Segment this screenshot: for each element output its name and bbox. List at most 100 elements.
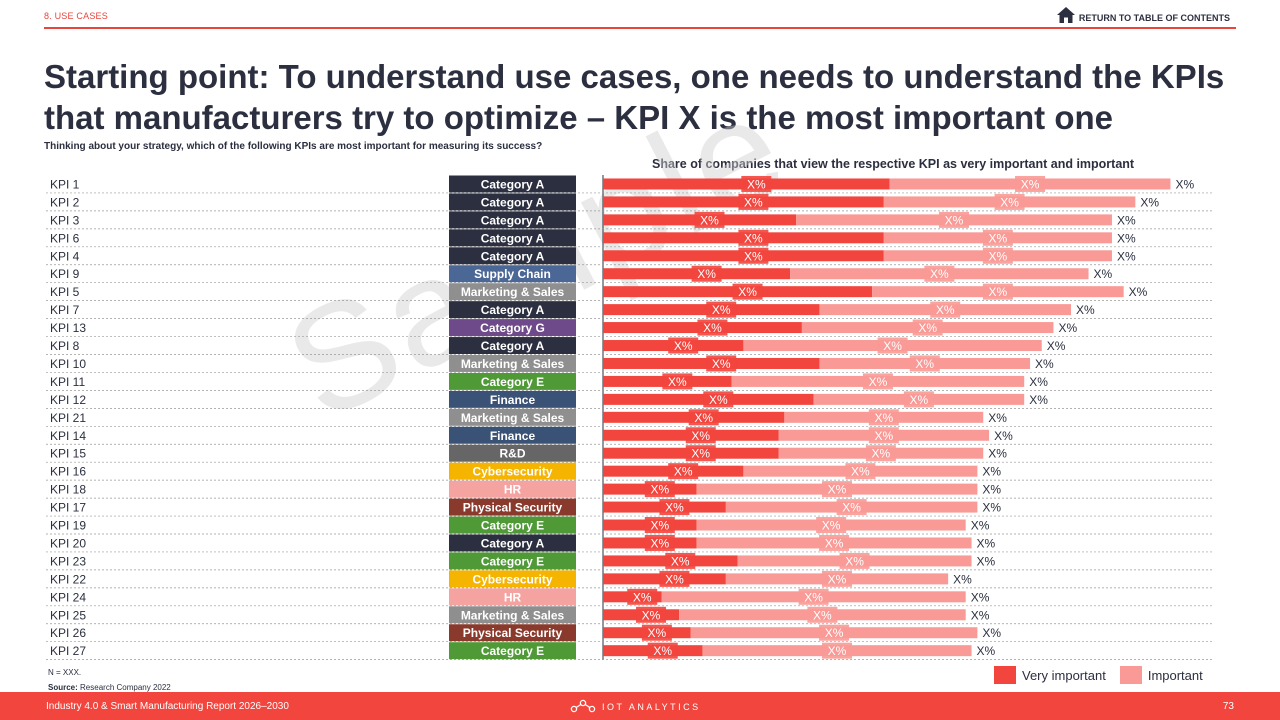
total-label: X% xyxy=(994,429,1013,443)
category-box xyxy=(449,588,576,606)
data-label-important: X% xyxy=(930,267,949,281)
data-label-very-important-bg xyxy=(732,283,763,300)
category-label: Category A xyxy=(481,249,545,263)
data-label-important-bg xyxy=(912,319,943,336)
data-label-very-important-bg xyxy=(703,391,734,408)
data-label-very-important-bg xyxy=(644,517,675,534)
data-label-very-important-bg xyxy=(685,445,716,462)
total-label: X% xyxy=(1029,393,1048,407)
page-title: Starting point: To understand use cases,… xyxy=(44,58,1225,136)
total-label: X% xyxy=(971,519,990,533)
data-label-important: X% xyxy=(804,590,823,604)
category-box xyxy=(449,516,576,534)
category-label: Category A xyxy=(481,195,545,209)
data-label-important: X% xyxy=(989,285,1008,299)
footer-brand-text: IOT ANALYTICS xyxy=(602,702,701,712)
data-label-important-bg xyxy=(939,211,969,228)
category-box xyxy=(449,570,576,588)
data-label-very-important-bg xyxy=(694,211,725,228)
kpi-label: KPI 26 xyxy=(50,626,86,640)
category-label: Category A xyxy=(481,536,545,550)
total-label: X% xyxy=(1094,267,1113,281)
total-label: X% xyxy=(982,626,1001,640)
kpi-label: KPI 24 xyxy=(50,590,86,604)
home-icon xyxy=(1056,7,1075,23)
category-box xyxy=(449,642,576,660)
category-box xyxy=(449,426,576,444)
data-label-very-important-bg xyxy=(659,499,690,516)
data-label-important: X% xyxy=(842,501,861,515)
kpi-label: KPI 12 xyxy=(50,393,86,407)
data-label-important-bg xyxy=(903,391,934,408)
category-box xyxy=(449,624,576,642)
data-label-important-bg xyxy=(930,301,961,318)
total-label: X% xyxy=(1047,339,1066,353)
category-box xyxy=(449,390,576,408)
data-label-important-bg xyxy=(868,427,899,444)
data-label-very-important: X% xyxy=(744,195,763,209)
source-label: Source: xyxy=(48,683,78,692)
data-label-important: X% xyxy=(989,249,1008,263)
data-label-important-bg xyxy=(845,463,876,480)
data-label-very-important-bg xyxy=(691,265,722,282)
data-label-very-important: X% xyxy=(700,213,719,227)
category-label: Category E xyxy=(481,519,544,533)
section-label: 8. USE CASES xyxy=(44,11,108,21)
data-label-important: X% xyxy=(910,393,929,407)
data-label-very-important-bg xyxy=(662,373,693,390)
data-label-very-important-bg xyxy=(659,570,690,587)
data-label-very-important: X% xyxy=(691,447,710,461)
legend-swatch-important xyxy=(1119,666,1142,684)
data-label-important: X% xyxy=(845,554,864,568)
data-label-very-important-bg xyxy=(706,301,737,318)
total-label: X% xyxy=(1058,321,1077,335)
category-box xyxy=(449,319,576,337)
data-label-important: X% xyxy=(828,644,847,658)
category-label: R&D xyxy=(500,447,526,461)
total-label: X% xyxy=(1029,375,1048,389)
sample-size-note: N = XXX. xyxy=(48,668,82,677)
category-box xyxy=(449,552,576,570)
total-label: X% xyxy=(982,465,1001,479)
kpi-label: KPI 2 xyxy=(50,195,80,209)
category-label: Cybersecurity xyxy=(472,572,552,586)
category-label: Category G xyxy=(480,321,545,335)
kpi-label: KPI 13 xyxy=(50,321,86,335)
data-label-important: X% xyxy=(936,303,955,317)
data-label-very-important: X% xyxy=(747,177,766,191)
data-label-very-important-bg xyxy=(685,427,716,444)
category-box xyxy=(449,265,576,283)
kpi-label: KPI 15 xyxy=(50,447,86,461)
data-label-very-important: X% xyxy=(633,590,652,604)
data-label-important-bg xyxy=(839,552,870,569)
data-label-important: X% xyxy=(813,608,832,622)
category-label: Category E xyxy=(481,644,544,658)
survey-question: Thinking about your strategy, which of t… xyxy=(44,141,543,152)
category-label: Finance xyxy=(490,429,536,443)
data-label-important-bg xyxy=(982,247,1013,264)
return-to-toc-link[interactable]: RETURN TO TABLE OF CONTENTS xyxy=(1056,6,1230,24)
total-label: X% xyxy=(1117,231,1136,245)
total-label: X% xyxy=(971,608,990,622)
data-label-important-bg xyxy=(924,265,955,282)
category-label: Marketing & Sales xyxy=(461,285,565,299)
legend-label-important: Important xyxy=(1147,667,1203,683)
data-label-very-important-bg xyxy=(644,534,675,551)
kpi-stacked-bar-chart: KPI 1 Category A X% X% X% KPI 2 Category A X% X%… xyxy=(46,175,1214,661)
data-label-important-bg xyxy=(862,373,893,390)
data-label-very-important: X% xyxy=(712,357,731,371)
data-label-very-important: X% xyxy=(650,483,669,497)
data-label-important-bg xyxy=(982,283,1013,300)
category-label: Category A xyxy=(481,231,545,245)
data-label-very-important-bg xyxy=(738,247,769,264)
total-label: X% xyxy=(971,590,990,604)
data-label-very-important: X% xyxy=(665,572,684,586)
data-label-very-important: X% xyxy=(738,285,757,299)
kpi-label: KPI 10 xyxy=(50,357,86,371)
data-label-very-important: X% xyxy=(671,554,690,568)
data-label-very-important-bg xyxy=(668,463,699,480)
data-label-very-important: X% xyxy=(709,393,728,407)
data-label-very-important-bg xyxy=(668,337,699,354)
data-label-very-important: X% xyxy=(691,429,710,443)
category-label: Physical Security xyxy=(463,501,563,515)
